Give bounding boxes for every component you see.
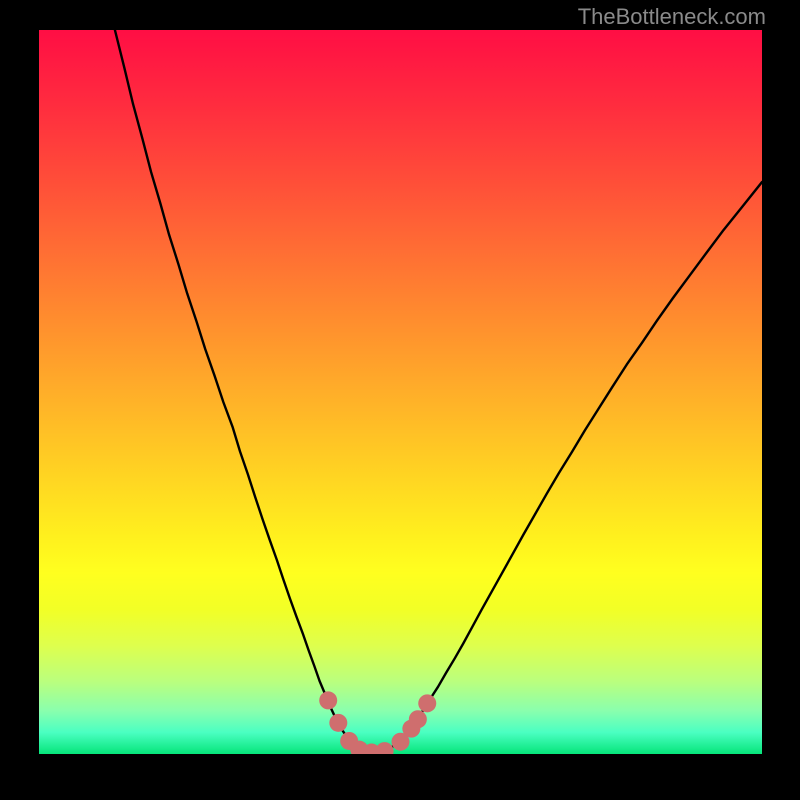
- valley-dot: [329, 714, 347, 732]
- valley-dot: [376, 742, 394, 754]
- watermark-text: TheBottleneck.com: [578, 4, 766, 30]
- valley-dot: [418, 694, 436, 712]
- curve-layer: [39, 30, 762, 754]
- valley-dot: [319, 691, 337, 709]
- plot-area: [39, 30, 762, 754]
- bottleneck-curve: [115, 30, 762, 753]
- chart-stage: TheBottleneck.com: [0, 0, 800, 800]
- valley-dot: [409, 710, 427, 728]
